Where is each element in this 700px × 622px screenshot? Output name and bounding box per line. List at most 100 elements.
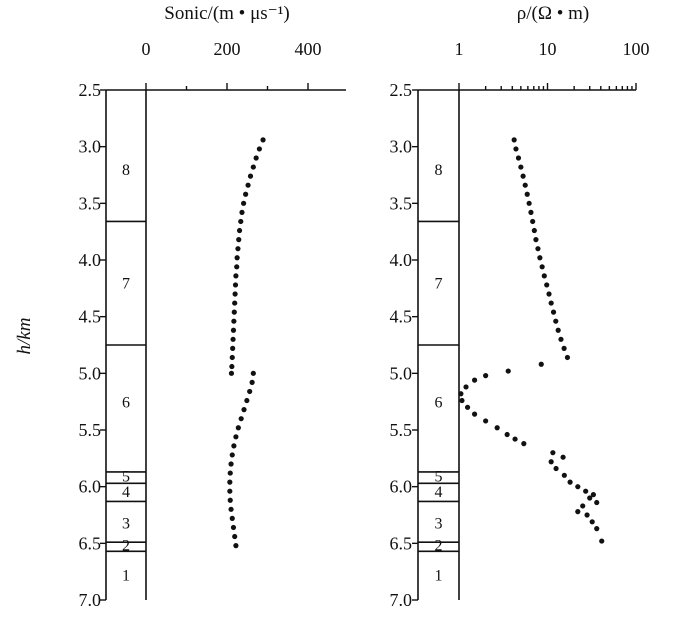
y-tick-label: 2.5 — [79, 80, 102, 100]
data-point — [561, 472, 567, 478]
data-point — [229, 354, 235, 361]
x-tick-label: 200 — [214, 39, 241, 59]
data-point — [241, 200, 247, 206]
data-point — [245, 182, 251, 188]
data-point — [548, 459, 554, 465]
data-point — [522, 182, 528, 188]
y-tick-label: 5.0 — [79, 363, 102, 383]
y-tick-label: 6.5 — [79, 533, 102, 553]
data-point — [535, 246, 541, 252]
data-point — [243, 191, 249, 197]
data-point — [236, 237, 242, 243]
sonic-panel: Sonic/(m • μs⁻¹) 2.5 3.0 3.5 4.0 4.5 5.0 5.5 6.… — [79, 3, 346, 610]
data-point — [583, 488, 589, 494]
data-point — [599, 538, 605, 544]
data-point — [575, 509, 581, 515]
data-point — [504, 431, 510, 438]
data-point — [533, 237, 539, 243]
data-point — [238, 416, 244, 422]
data-point — [513, 146, 519, 152]
data-point — [229, 515, 235, 522]
data-point — [524, 191, 530, 197]
data-point — [589, 519, 595, 525]
data-point — [515, 155, 522, 161]
data-point — [526, 200, 532, 206]
x-tick-label: 1 — [455, 39, 464, 59]
data-point — [227, 470, 233, 476]
data-point — [521, 441, 527, 447]
data-point — [256, 146, 262, 152]
data-point — [587, 495, 593, 501]
data-point — [249, 379, 255, 385]
y-tick-label: 6.5 — [390, 533, 413, 553]
data-point — [247, 173, 254, 179]
data-point — [518, 164, 524, 170]
data-point — [537, 255, 543, 261]
data-point — [229, 363, 235, 370]
data-point — [553, 318, 559, 324]
data-point — [594, 526, 600, 532]
data-point — [483, 418, 489, 424]
data-point — [538, 361, 544, 367]
data-point — [459, 397, 465, 404]
data-point — [232, 300, 238, 306]
data-point — [564, 354, 571, 361]
resistivity-panel: ρ/(Ω • m) 2.5 3.0 3.5 4.0 4.5 5.0 5.5 6.0 6.5 7.0… — [390, 3, 650, 610]
data-point — [230, 336, 236, 342]
data-point — [233, 434, 239, 440]
sonic-title: Sonic/(m • μs⁻¹) — [164, 3, 289, 24]
data-point — [250, 164, 256, 170]
x-tick-label: 10 — [539, 39, 557, 59]
data-point — [511, 137, 517, 143]
data-point — [539, 264, 545, 270]
data-point — [227, 479, 233, 485]
y-axis-label: h/km — [14, 318, 35, 355]
y-tick-label: 3.5 — [79, 193, 102, 213]
data-point — [550, 309, 557, 315]
data-point — [228, 461, 234, 467]
data-point — [464, 404, 471, 410]
data-point — [230, 524, 237, 531]
y-tick-label: 2.5 — [390, 80, 413, 100]
data-point — [584, 512, 590, 518]
data-point — [512, 436, 518, 442]
zone-label: 7 — [122, 275, 130, 292]
y-tick-label: 5.5 — [79, 420, 102, 440]
data-point — [231, 443, 237, 449]
data-point — [548, 300, 554, 306]
data-point — [231, 309, 237, 315]
data-point — [235, 425, 241, 431]
data-point — [531, 227, 537, 234]
zone-label: 8 — [122, 162, 130, 179]
data-point — [550, 450, 556, 456]
zone-label: 4 — [122, 484, 130, 501]
data-point — [231, 318, 237, 324]
data-point — [483, 373, 489, 379]
data-point — [241, 407, 247, 413]
data-point — [232, 533, 238, 540]
zone-label: 8 — [435, 162, 443, 179]
data-point — [253, 155, 259, 161]
y-tick-label: 5.5 — [390, 420, 413, 440]
data-point — [567, 479, 573, 485]
data-point — [560, 454, 566, 460]
y-tick-label: 4.5 — [390, 307, 413, 327]
x-tick-label: 0 — [142, 39, 151, 59]
data-point — [229, 452, 235, 458]
resistivity-title: ρ/(Ω • m) — [517, 3, 589, 24]
data-point — [250, 370, 256, 376]
data-point — [233, 543, 239, 549]
data-point — [471, 377, 478, 383]
y-tick-label: 3.0 — [79, 137, 102, 157]
y-tick-label: 3.0 — [390, 137, 413, 157]
data-point — [235, 246, 241, 252]
y-tick-label: 4.5 — [79, 307, 102, 327]
data-point — [590, 492, 596, 498]
data-point — [228, 370, 235, 376]
data-point — [520, 173, 526, 179]
y-tick-label: 4.0 — [390, 250, 413, 270]
y-tick-label: 4.0 — [79, 250, 102, 270]
data-point — [233, 273, 239, 279]
data-point — [594, 499, 600, 506]
data-point — [230, 345, 236, 351]
